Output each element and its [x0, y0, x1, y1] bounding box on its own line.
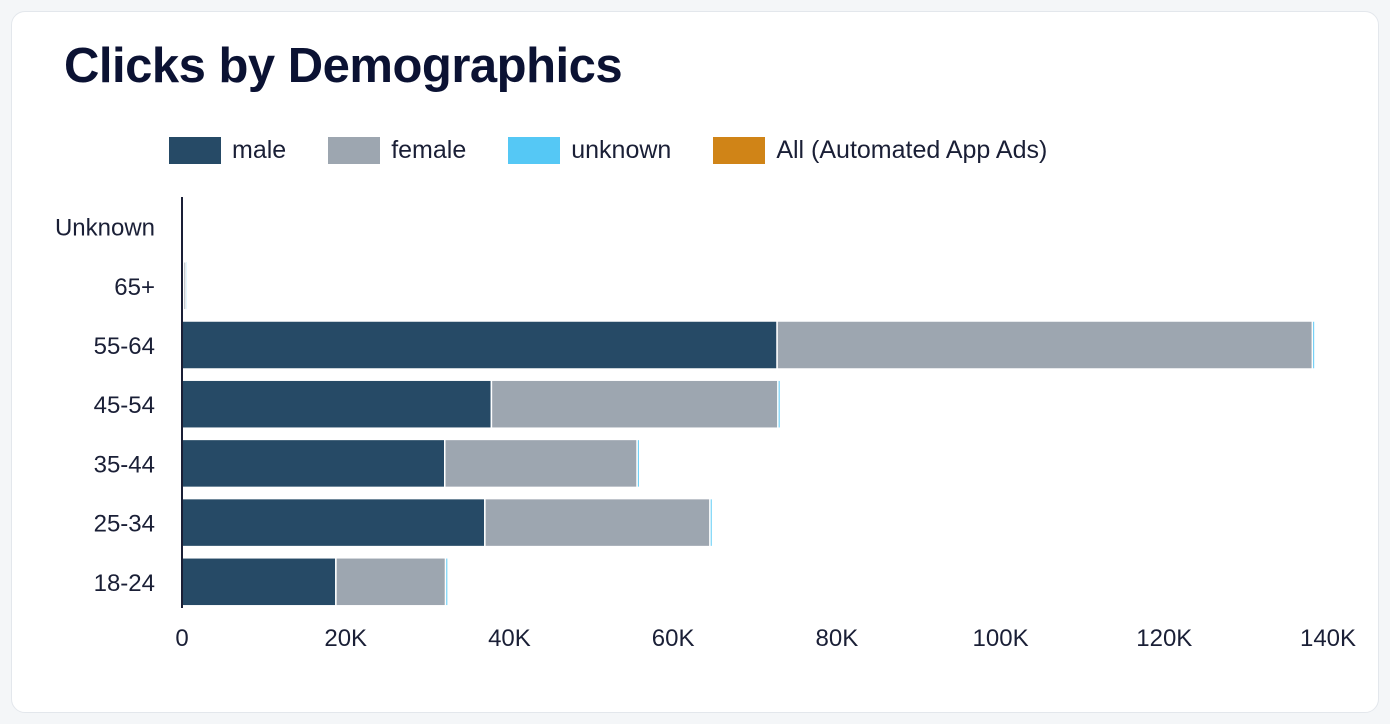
bar-segment-male: [181, 379, 493, 429]
legend-item-automated-app-ads[interactable]: All (Automated App Ads): [713, 136, 1047, 165]
bar-segment-female: [776, 320, 1314, 370]
bar-segment-unknown: [185, 261, 189, 311]
y-tick-label: 18-24: [94, 570, 155, 597]
bar-segment-male: [181, 557, 337, 607]
bar-segment-unknown: [444, 557, 449, 607]
bar-segment-male: [181, 320, 778, 370]
bar-segment-female: [484, 497, 711, 548]
x-tick-label: 60K: [652, 625, 695, 652]
x-tick-label: 20K: [324, 625, 367, 652]
bar-segment-unknown: [1311, 320, 1316, 370]
legend-swatch-male: [169, 137, 221, 164]
y-tick-label: 35-44: [94, 451, 155, 478]
bar-segment-unknown: [777, 379, 782, 429]
bar-segment-female: [335, 557, 447, 607]
x-tick-label: 0: [175, 625, 188, 652]
legend-swatch-unknown: [508, 137, 561, 164]
legend-label-female: female: [391, 136, 467, 164]
chart-title: Clicks by Demographics: [64, 39, 623, 93]
x-tick-label: 120K: [1136, 625, 1192, 652]
y-tick-label: Unknown: [55, 215, 155, 242]
y-tick-label: 65+: [114, 274, 155, 301]
bar-segment-female: [490, 379, 779, 429]
bar-segment-unknown: [636, 438, 641, 489]
legend-label-automated-app-ads: All (Automated App Ads): [776, 136, 1048, 164]
bar-segment-male: [181, 438, 446, 489]
chart-legend: male female unknown All (Automated App A…: [169, 136, 1089, 165]
y-tick-label: 25-34: [94, 511, 155, 538]
legend-label-unknown: unknown: [571, 136, 672, 164]
y-tick-label: 45-54: [94, 392, 155, 419]
legend-swatch-automated-app-ads: [713, 137, 766, 164]
legend-item-female[interactable]: female: [328, 136, 466, 165]
x-tick-label: 100K: [973, 625, 1029, 652]
legend-swatch-female: [328, 137, 381, 164]
legend-item-unknown[interactable]: unknown: [508, 136, 671, 165]
legend-item-male[interactable]: male: [169, 136, 286, 165]
y-tick-label: 55-64: [94, 333, 155, 360]
bar-segment-unknown: [709, 497, 714, 548]
bar-segment-male: [181, 497, 486, 548]
x-tick-label: 40K: [488, 625, 531, 652]
x-tick-label: 80K: [816, 625, 859, 652]
legend-label-male: male: [232, 136, 287, 164]
bar-segment-female: [444, 438, 638, 489]
x-tick-label: 140K: [1300, 625, 1356, 652]
